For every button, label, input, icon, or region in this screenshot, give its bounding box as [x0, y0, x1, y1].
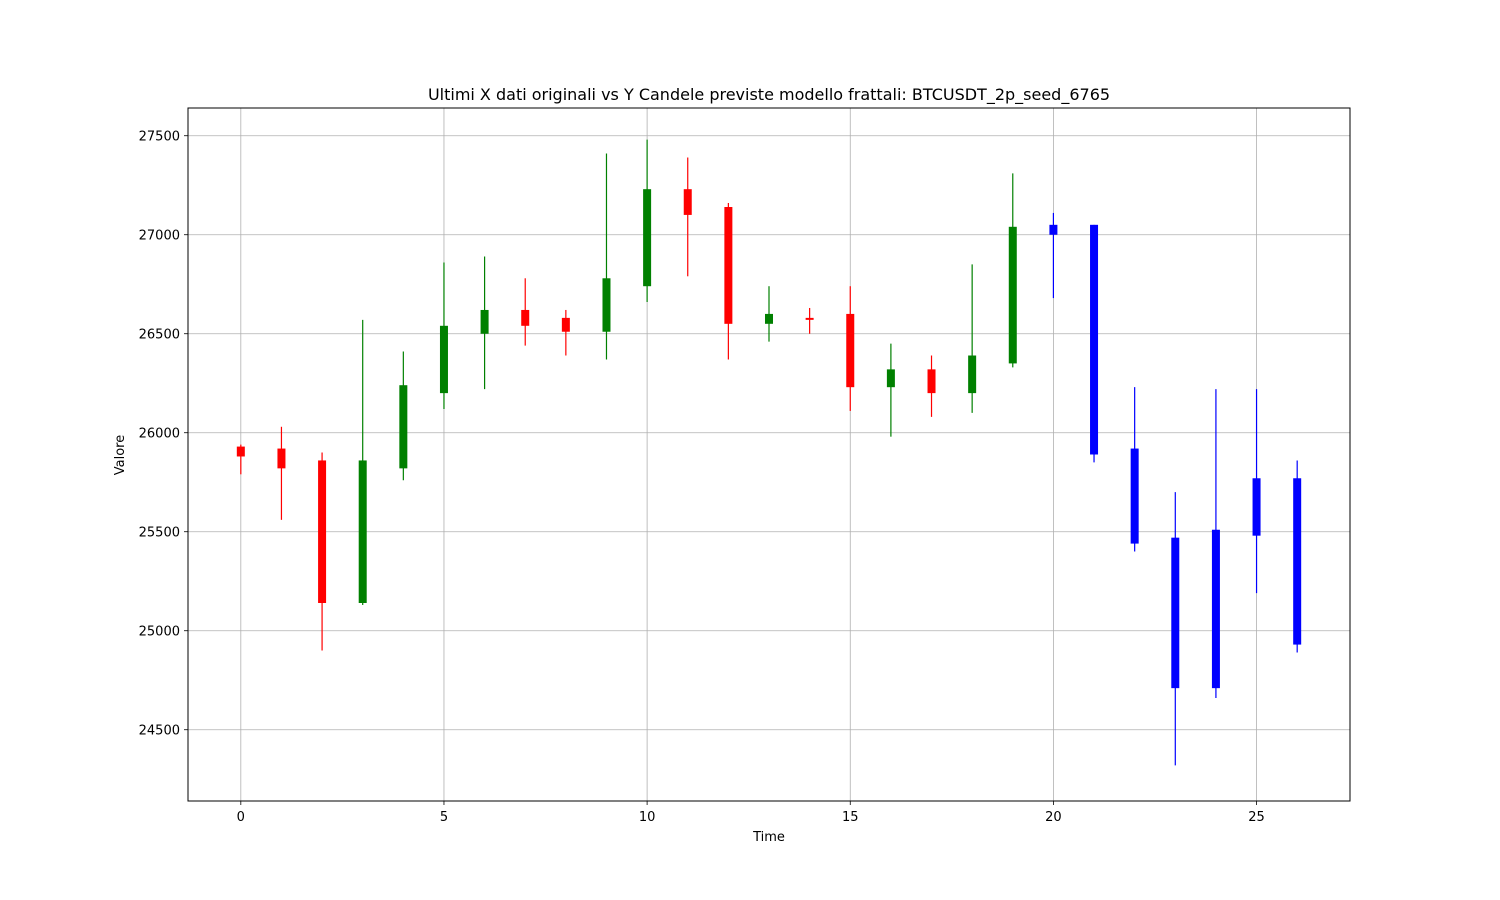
x-tick-label: 10 [639, 810, 656, 825]
candle-body [1252, 478, 1261, 536]
candle [724, 203, 733, 360]
candle [643, 139, 652, 303]
candle-body [561, 317, 570, 332]
y-tick-label: 25500 [139, 526, 180, 541]
candle [968, 264, 977, 413]
candles [236, 139, 1302, 766]
x-tick-label: 25 [1248, 810, 1265, 825]
candle-body [399, 385, 408, 469]
candle-body [318, 460, 327, 603]
candle-body [643, 189, 652, 287]
candle [1252, 389, 1261, 594]
candle [236, 444, 245, 475]
y-tick-label: 27000 [139, 229, 180, 244]
candle-body [1293, 478, 1302, 645]
candle-body [683, 189, 692, 215]
candle-body [277, 448, 286, 469]
y-tick-label: 24500 [139, 724, 180, 739]
plot-area [188, 108, 1350, 801]
candle-body [724, 207, 733, 324]
candle-body [927, 369, 936, 394]
candle-body [1211, 529, 1220, 689]
candle-body [846, 313, 855, 388]
y-tick-label: 25000 [139, 625, 180, 640]
candle [480, 256, 489, 390]
candle [561, 309, 570, 356]
candle-body [805, 317, 814, 320]
y-tick-label: 26500 [139, 328, 180, 343]
candle [886, 343, 895, 437]
candle [1090, 224, 1099, 463]
axis-ticks: 0 5 10 15 20 25 24500 25000 25500 26000 26500 27000… [139, 130, 1265, 825]
candle [358, 319, 367, 605]
candle-body [1049, 224, 1058, 235]
candle-body [480, 309, 489, 334]
candle [521, 278, 530, 346]
candle [318, 452, 327, 651]
candle [1008, 173, 1017, 368]
y-tick-label: 27500 [139, 130, 180, 145]
candle [1211, 389, 1220, 699]
candle-body [968, 355, 977, 394]
candle-body [1130, 448, 1139, 544]
x-tick-label: 15 [842, 810, 859, 825]
candle [927, 355, 936, 417]
candle [277, 426, 286, 520]
candle-body [1008, 226, 1017, 364]
candle-body [1090, 224, 1099, 455]
candle [399, 351, 408, 481]
x-tick-label: 0 [237, 810, 245, 825]
candle [1049, 212, 1058, 299]
candle-body [1171, 537, 1180, 689]
plot-frame [187, 107, 1351, 802]
y-tick-label: 26000 [139, 427, 180, 442]
x-axis-label: Time [752, 830, 785, 845]
candle [602, 153, 611, 360]
x-tick-label: 5 [440, 810, 448, 825]
chart-title: Ultimi X dati originali vs Y Candele pre… [428, 85, 1110, 105]
candle [683, 157, 692, 277]
candle [765, 286, 773, 342]
candle-body [886, 369, 895, 388]
candle-body [358, 460, 367, 603]
candle [439, 262, 448, 409]
candle-body [439, 325, 448, 394]
candle [1171, 492, 1180, 766]
y-axis-label: Valore [113, 435, 128, 475]
candle [805, 307, 814, 334]
candle [846, 286, 855, 411]
x-tick-label: 20 [1045, 810, 1062, 825]
candle-body [236, 446, 245, 457]
candle [1293, 460, 1302, 653]
candle [1130, 387, 1139, 552]
candle-body [765, 313, 773, 324]
candle-body [521, 309, 530, 326]
candle-body [602, 278, 611, 332]
